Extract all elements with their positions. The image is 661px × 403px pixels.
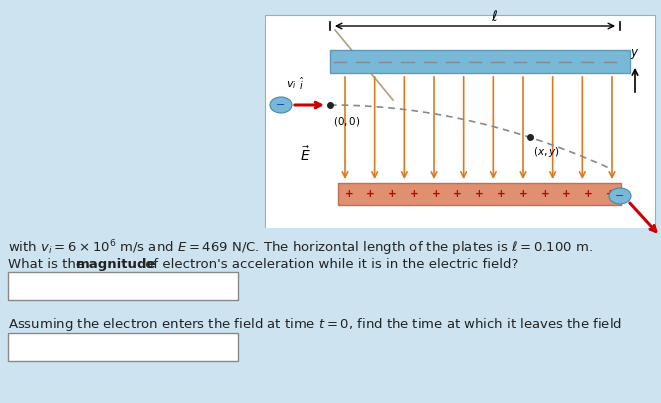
Text: magnitude: magnitude [76, 258, 157, 271]
Text: +: + [605, 189, 615, 199]
Text: $v_i$: $v_i$ [286, 79, 297, 91]
Text: +: + [453, 189, 462, 199]
Bar [0, 228, 661, 403]
Bar [8, 333, 238, 361]
Text: with $v_i = 6 \times 10^6$ m/s and $E = 469$ N/C. The horizontal length of the p: with $v_i = 6 \times 10^6$ m/s and $E = … [8, 238, 593, 258]
Text: Assuming the electron enters the field at time $t = 0$, find the time at which i: Assuming the electron enters the field a… [8, 316, 622, 333]
Bar [338, 183, 621, 205]
Text: +: + [475, 189, 484, 199]
Text: What is the: What is the [8, 258, 89, 271]
Text: $\hat{i}$: $\hat{i}$ [299, 76, 305, 92]
Text: +: + [497, 189, 506, 199]
Bar [330, 50, 630, 73]
Text: +: + [344, 189, 353, 199]
Text: +: + [541, 189, 549, 199]
Text: +: + [563, 189, 571, 199]
Text: $y$: $y$ [631, 47, 640, 61]
Bar [265, 15, 655, 230]
Text: $(0, 0)$: $(0, 0)$ [333, 115, 361, 128]
Text: $\ell$: $\ell$ [492, 9, 498, 24]
Bar [8, 272, 238, 300]
Ellipse shape [270, 97, 292, 113]
Ellipse shape [609, 188, 631, 204]
Text: $\vec{E}$: $\vec{E}$ [299, 146, 311, 164]
Text: +: + [410, 189, 418, 199]
Text: of electron's acceleration while it is in the electric field?: of electron's acceleration while it is i… [141, 258, 518, 271]
Text: −: − [276, 100, 286, 110]
Text: +: + [388, 189, 397, 199]
Text: +: + [519, 189, 527, 199]
Text: $(x, y)$: $(x, y)$ [533, 145, 560, 160]
Text: +: + [584, 189, 593, 199]
Text: +: + [366, 189, 375, 199]
Text: +: + [432, 189, 440, 199]
Text: −: − [615, 191, 625, 201]
